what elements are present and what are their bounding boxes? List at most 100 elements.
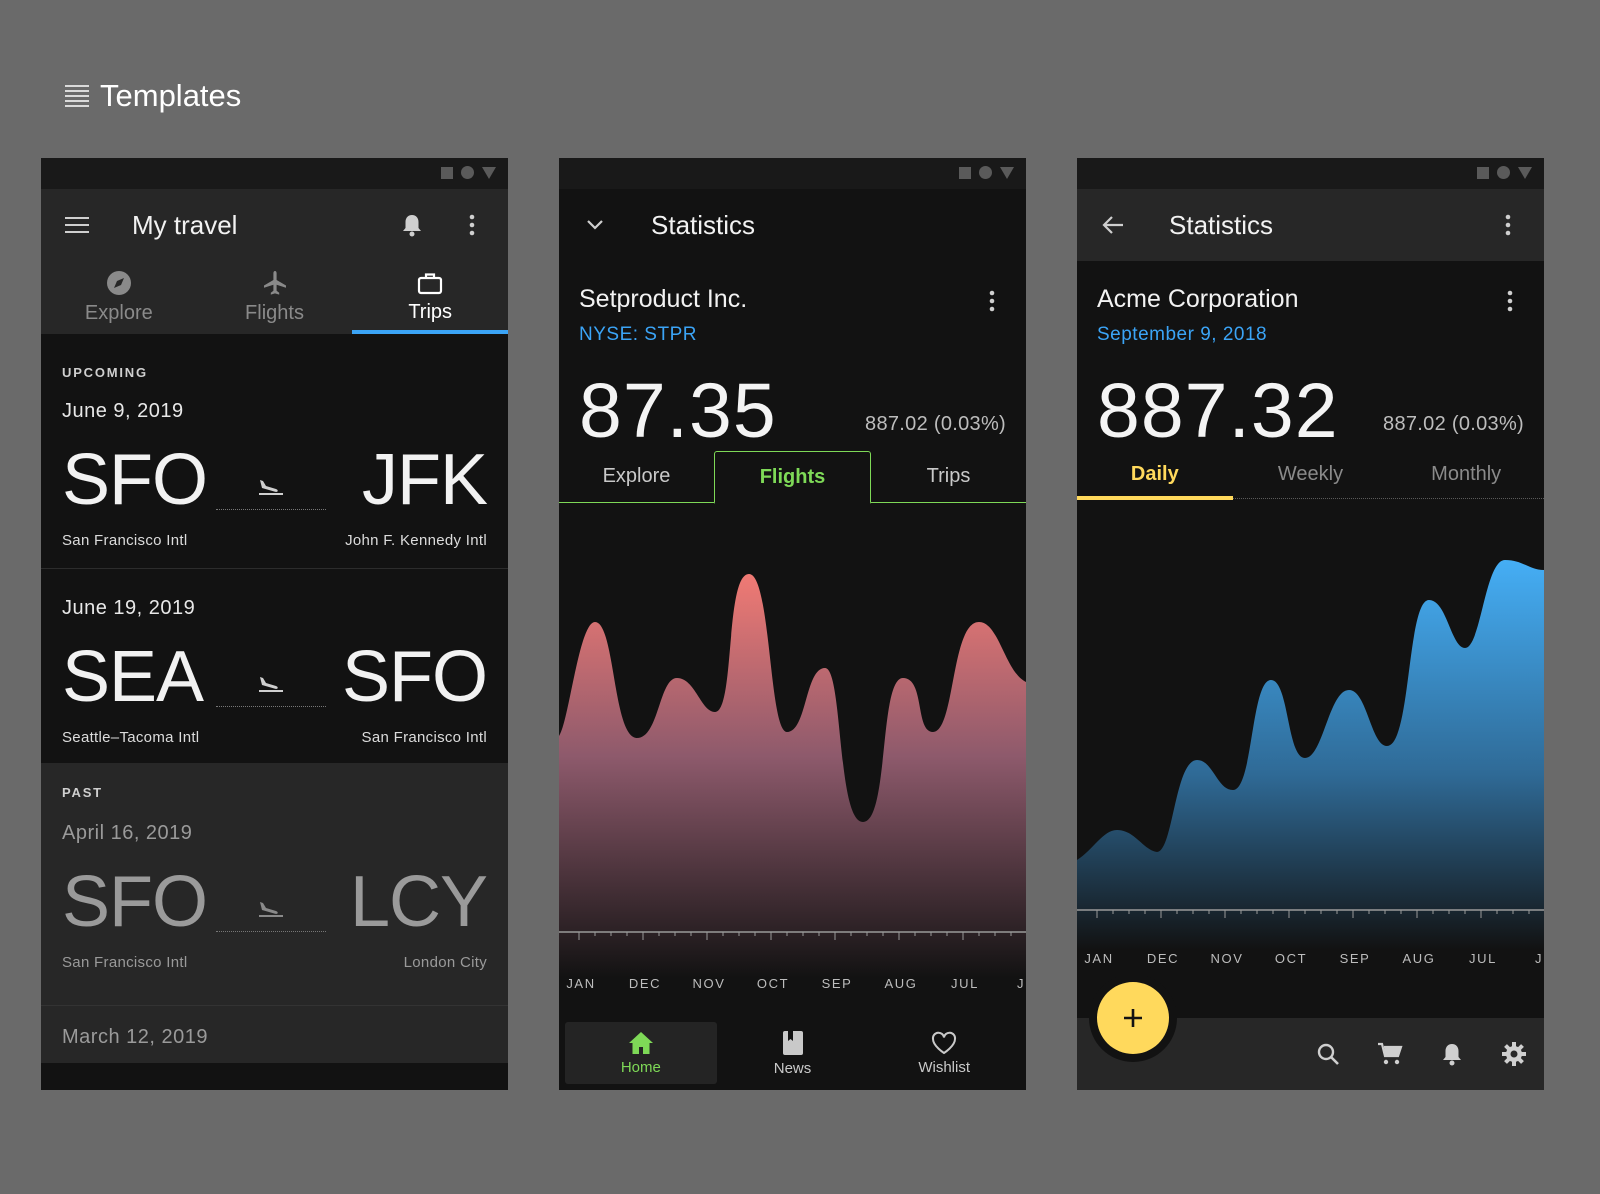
more-button[interactable] [456,209,488,241]
section-label: PAST [62,785,103,800]
add-fab-button[interactable] [1097,982,1169,1054]
stats-screen-2: Statistics Acme Corporation September 9,… [1077,158,1544,1090]
settings-button[interactable] [1498,1038,1530,1070]
plus-icon [1124,1009,1142,1027]
nav-wishlist[interactable]: Wishlist [868,1022,1020,1084]
destination-code: JFK [361,440,488,520]
route-line [216,470,326,510]
trip-date: June 19, 2019 [62,597,196,619]
app-title: My travel [132,209,238,240]
stats-tabs: Explore Flights Trips [559,451,1026,504]
x-tick-label: J [1016,976,1026,991]
tab-explore[interactable]: Explore [41,261,197,334]
stock-price: 887.32 [1097,368,1339,454]
book-icon [782,1030,803,1055]
origin-code: SEA [62,637,204,717]
nav-label: News [773,1059,812,1077]
nav-home[interactable]: Home [565,1022,717,1084]
nav-news[interactable]: News [717,1022,869,1084]
price-change: 887.02 (0.03%) [1383,413,1524,435]
x-tick-label: AUG [1402,951,1436,966]
tab-label: Flights [245,302,304,324]
chart-area [559,574,1026,978]
more-vert-icon [1505,214,1511,236]
more-button[interactable] [976,285,1008,317]
back-button[interactable] [1097,209,1129,241]
triangle-icon [1518,166,1532,179]
more-vert-icon [989,290,995,312]
status-bar [559,158,1026,189]
section-label: UPCOMING [62,365,148,380]
x-tick-label: NOV [692,976,726,991]
square-icon [441,166,453,179]
destination-name: John F. Kennedy Intl [345,532,487,549]
bell-icon [403,215,421,237]
x-tick-label: JAN [1084,951,1114,966]
trip-date: March 12, 2019 [62,1026,208,1048]
trip-card[interactable]: March 12, 2019 [41,1006,508,1066]
tab-explore[interactable]: Explore [602,465,671,487]
heart-icon [932,1031,957,1054]
x-tick-label: SEP [1339,951,1371,966]
x-tick-label: JAN [566,976,596,991]
menu-button[interactable] [61,209,93,241]
more-vert-icon [1507,290,1513,312]
cart-button[interactable] [1374,1038,1406,1070]
stock-price: 87.35 [579,368,777,454]
notifications-button[interactable] [396,209,428,241]
app-title: Statistics [1169,209,1274,240]
app-bar: Statistics [1077,189,1544,261]
bell-icon [1443,1044,1461,1066]
price-change: 887.02 (0.03%) [865,413,1006,435]
chevron-down-icon [587,220,603,230]
circle-icon [979,166,992,179]
trip-card[interactable]: June 9, 2019 SFO JFK San Francisco Intl … [41,372,508,569]
tab-monthly[interactable]: Monthly [1431,463,1502,485]
gear-icon [1502,1042,1526,1066]
tab-flights[interactable]: Flights [197,261,353,334]
nav-label: Wishlist [918,1058,971,1076]
tab-flights[interactable]: Flights [714,451,871,504]
triangle-icon [1000,166,1014,179]
search-button[interactable] [1312,1038,1344,1070]
route-line [216,667,326,707]
circle-icon [1497,166,1510,179]
route-line [216,892,326,932]
origin-code: SFO [62,862,208,942]
tab-indicator [352,330,508,334]
menu-icon [65,217,89,233]
arrow-back-icon [1102,216,1123,234]
tab-label: Trips [408,301,453,323]
chart-area [1077,560,1544,950]
app-bar: Statistics [559,189,1026,261]
x-tick-label: JUL [951,976,979,991]
x-tick-label: DEC [628,976,662,991]
x-tick-label: OCT [1274,951,1308,966]
stats-screen-1: Statistics Setproduct Inc. NYSE: STPR 87… [559,158,1026,1090]
trip-card[interactable]: June 19, 2019 SEA SFO Seattle–Tacoma Int… [41,569,508,763]
app-bar: My travel [41,189,508,261]
tab-label: Explore [84,302,153,324]
more-button[interactable] [1494,285,1526,317]
square-icon [1477,166,1489,179]
destination-name: San Francisco Intl [361,729,487,746]
more-button[interactable] [1492,209,1524,241]
destination-code: SFO [341,637,488,717]
chart-axis [1077,909,1544,918]
compass-icon [106,271,131,295]
collapse-button[interactable] [579,209,611,241]
tab-daily[interactable]: Daily [1077,451,1233,500]
area-chart [559,574,1026,978]
tab-weekly[interactable]: Weekly [1277,463,1344,485]
notifications-button[interactable] [1436,1038,1468,1070]
travel-tabs: Explore Flights Trips [41,261,508,334]
airplane-icon [263,271,286,295]
tab-trips[interactable]: Trips [926,465,971,487]
past-section: PAST April 16, 2019 SFO LCY San Francisc… [41,763,508,1063]
area-chart [1077,560,1544,950]
destination-code: LCY [349,862,488,942]
search-icon [1317,1043,1339,1065]
tab-trips[interactable]: Trips [352,261,508,334]
trip-card[interactable]: April 16, 2019 SFO LCY San Francisco Int… [41,794,508,1006]
landing-icon [259,902,283,917]
